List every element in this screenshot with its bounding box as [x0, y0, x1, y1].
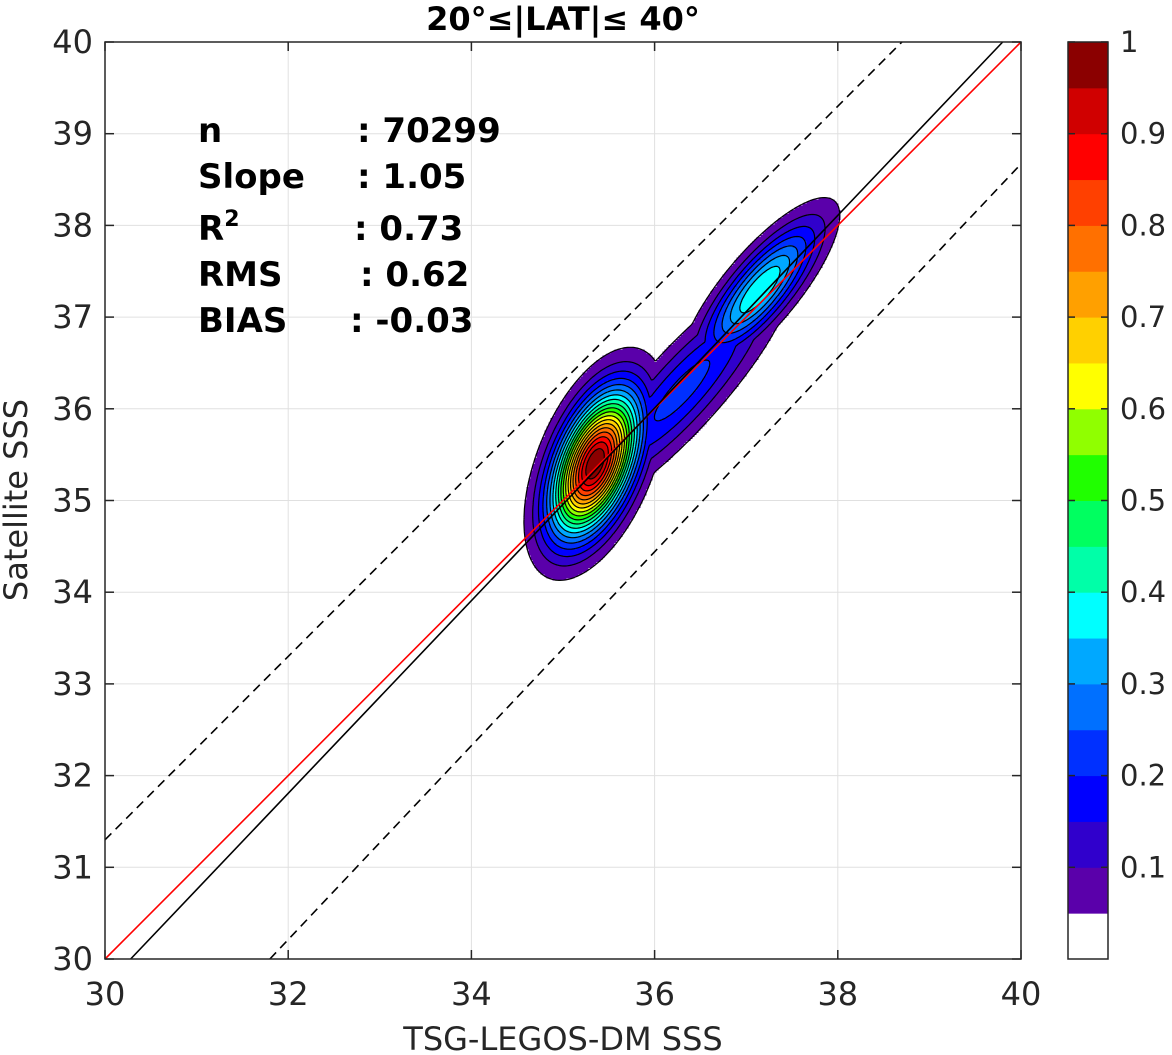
stat-label: BIAS [198, 301, 287, 341]
y-tick-label: 32 [52, 757, 93, 795]
stat-row: RMS : 0.62 [198, 255, 469, 295]
x-tick-label: 32 [268, 975, 309, 1013]
x-axis-title: TSG-LEGOS-DM SSS [402, 1020, 722, 1055]
contour-line-0.75 [572, 427, 618, 501]
y-tick-label: 36 [52, 390, 93, 428]
stat-label: RMS [198, 255, 283, 295]
colorbar-tick-label: 0.4 [1120, 575, 1166, 609]
axis-ticks: 30 32 34 36 38 40 30 31 32 33 34 35 36 37 38 39 40 [52, 23, 1041, 1013]
y-tick-label: 30 [52, 940, 93, 978]
colorbar-tick-label: 0.8 [1120, 208, 1166, 242]
y-tick-label: 33 [52, 665, 93, 703]
contour-line-0.05 [523, 197, 841, 581]
colorbar-segment [1068, 317, 1108, 364]
reference-lines [104, 41, 1022, 960]
colorbar-segment [1068, 408, 1108, 456]
y-tick-label: 34 [52, 573, 93, 611]
colorbar-segment [1068, 592, 1108, 639]
density-contours [523, 197, 841, 581]
contour-line-0.15 [537, 225, 816, 558]
colorbar-tick-label: 0.2 [1120, 759, 1166, 793]
upper-bound-line [104, 41, 903, 841]
stat-label: n [198, 111, 222, 151]
stat-value: : 0.73 [354, 209, 463, 249]
colorbar-segment [1068, 638, 1108, 685]
colorbar-segment [1068, 775, 1108, 822]
contour-line-0.6 [565, 415, 625, 513]
colorbar-segment [1068, 87, 1108, 135]
contour-line-0.7 [569, 423, 621, 505]
colorbar-segment [1068, 133, 1108, 181]
colorbar-segment [1068, 271, 1108, 318]
contour-line-0.25 [546, 245, 799, 544]
colorbar-segment [1068, 683, 1108, 731]
lower-bound-line [269, 163, 1022, 960]
y-tick-label: 40 [52, 23, 93, 61]
colorbar-segment [1068, 362, 1108, 410]
colorbar-segment [1068, 454, 1108, 501]
y-tick-label: 38 [52, 206, 93, 244]
regression-line [130, 41, 1004, 960]
x-tick-label: 36 [634, 975, 675, 1013]
colorbar-segment [1068, 867, 1108, 914]
one-to-one-line [104, 41, 1022, 960]
colorbar-tick-label: 0.9 [1120, 117, 1166, 151]
stat-row: Slope : 1.05 [198, 157, 466, 197]
colorbar-tick-label: 0.1 [1120, 850, 1166, 884]
colorbar-segment [1068, 42, 1108, 89]
x-tick-label: 40 [1001, 975, 1042, 1013]
colorbar-tick-label: 0.6 [1120, 392, 1166, 426]
y-tick-label: 31 [52, 848, 93, 886]
colorbar-tick-label: 0.5 [1120, 484, 1166, 518]
y-tick-label: 35 [52, 482, 93, 520]
contour-line-0.45 [557, 403, 633, 525]
contour-line-0.5 [560, 407, 630, 521]
y-tick-label: 37 [52, 298, 93, 336]
colorbar-tick-label: 0.3 [1120, 667, 1166, 701]
x-tick-label: 38 [817, 975, 858, 1013]
y-axis-title: Satellite SSS [0, 399, 35, 601]
colorbar-segment [1068, 821, 1108, 868]
colorbar-tick-label: 1 [1120, 25, 1138, 59]
contour-line-0.65 [567, 419, 623, 509]
colorbar-segment [1068, 913, 1108, 960]
colorbar-segment [1068, 179, 1108, 226]
contour-line-0.1 [532, 213, 826, 567]
stat-row: BIAS : -0.03 [198, 301, 473, 341]
stat-row: n : 70299 [198, 111, 501, 151]
grid [104, 41, 1022, 960]
contour-line-0.85 [577, 436, 613, 492]
stat-label: Slope [198, 157, 305, 197]
contour-line-0.55 [562, 411, 628, 517]
contour-line-0.2 [542, 235, 807, 550]
chart-title: 20°≤|LAT|≤ 40° [426, 0, 700, 39]
plot-area: 30 32 34 36 38 40 30 31 32 33 34 35 36 37 38 39 40 [52, 23, 1041, 1013]
stat-value: : 1.05 [357, 157, 466, 197]
colorbar-segment [1068, 225, 1108, 272]
colorbar-segment [1068, 729, 1108, 777]
stat-value: : 70299 [357, 111, 501, 151]
colorbar-segment [1068, 500, 1108, 547]
stat-value: : -0.03 [350, 301, 473, 341]
stat-value: : 0.62 [360, 255, 469, 295]
colorbar-segment [1068, 546, 1108, 593]
x-tick-label: 34 [451, 975, 492, 1013]
colorbar-tick-label: 0.7 [1120, 300, 1166, 334]
x-tick-label: 30 [85, 975, 126, 1013]
y-tick-label: 39 [52, 115, 93, 153]
colorbar: 0.1 0.2 0.3 0.4 0.5 0.6 0.7 0.8 0.9 1 [1067, 25, 1166, 960]
